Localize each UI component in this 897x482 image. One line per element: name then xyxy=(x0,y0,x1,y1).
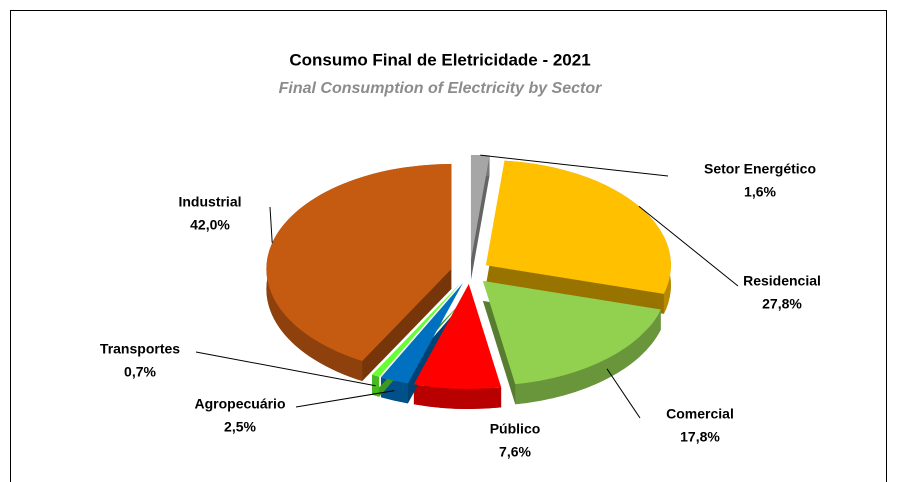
chart-subtitle: Final Consumption of Electricity by Sect… xyxy=(279,80,602,97)
slice-label: Público xyxy=(490,421,541,437)
slice-rim xyxy=(515,309,661,405)
slice-label: Setor Energético xyxy=(704,161,816,177)
slice-value-label: 7,6% xyxy=(499,444,531,460)
slice-rim xyxy=(371,374,380,397)
slice xyxy=(371,282,462,377)
leader-line xyxy=(606,368,641,419)
leader-line xyxy=(295,390,395,408)
slice-label: Comercial xyxy=(666,406,734,422)
labels: Setor Energético 1,6% Residencial 27,8% Come… xyxy=(100,154,821,460)
slice-value-label: 17,8% xyxy=(680,429,720,445)
slice xyxy=(485,160,671,294)
slice-value-label: 1,6% xyxy=(744,184,776,200)
slice xyxy=(413,283,502,389)
leader-line xyxy=(269,206,273,243)
slice-value-label: 27,8% xyxy=(762,296,802,312)
slice xyxy=(482,280,661,385)
slice-label: Residencial xyxy=(743,273,821,289)
slice xyxy=(380,283,463,384)
slice xyxy=(266,164,452,362)
slice-label: Industrial xyxy=(178,194,241,210)
leader-line xyxy=(638,205,739,287)
slice-label: Transportes xyxy=(100,341,180,357)
leader-line xyxy=(195,351,376,387)
slice-rim xyxy=(413,384,502,409)
slice-value-label: 0,7% xyxy=(124,364,156,380)
slice-tops xyxy=(266,155,671,389)
slice-value-label: 2,5% xyxy=(224,419,256,435)
slice xyxy=(470,155,490,261)
slice-value-label: 42,0% xyxy=(190,217,230,233)
chart-title: Consumo Final de Eletricidade - 2021 xyxy=(289,50,590,69)
leader-line xyxy=(480,154,669,177)
slice-label: Agropecuário xyxy=(194,396,285,412)
